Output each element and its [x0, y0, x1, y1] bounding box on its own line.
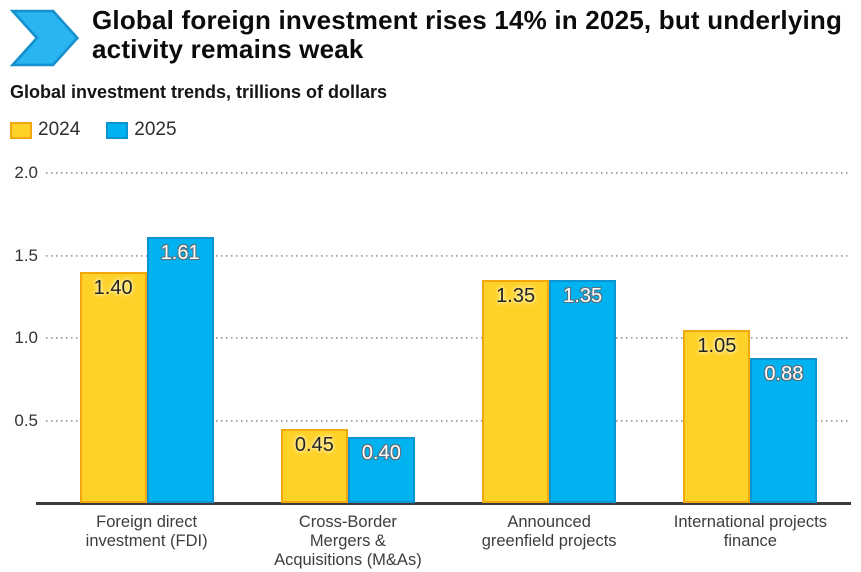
bar-2024-announced-greenfield: 1.35	[482, 280, 550, 503]
legend-label-2024: 2024	[38, 119, 81, 140]
category-label-line: Foreign direct	[96, 513, 198, 531]
category-label-line: Cross-Border	[298, 513, 397, 531]
bar-value-label: 1.40	[93, 277, 133, 299]
category-label-line: Acquisitions (M&As)	[274, 551, 422, 569]
legend-item-2024: 2024	[10, 119, 80, 141]
y-tick-label-1.0: 1.0	[14, 328, 38, 347]
chevron-arrow-icon	[10, 9, 80, 67]
legend-swatch-2025	[106, 121, 129, 139]
bar-chart: 0.5 1.0 1.5 2.0 1.40 0.45 1.35 1.05 1.61 0.40 1.35…	[10, 151, 851, 572]
legend-item-2025: 2025	[106, 119, 177, 141]
bar-value-label: 0.88	[764, 363, 804, 385]
category-label-line: International projects	[673, 513, 827, 531]
bar-2025-announced-greenfield: 1.35	[549, 280, 617, 503]
chart-subtitle: Global investment trends, trillions of d…	[10, 82, 388, 102]
bar-2024-foreign-direct: 1.40	[79, 272, 147, 503]
gridline-2.0	[46, 172, 849, 174]
bar-2025-foreign-direct: 1.61	[146, 237, 214, 503]
category-label-line: Announced	[507, 513, 591, 531]
legend: 2024 2025	[10, 119, 851, 141]
gridline-1.0	[46, 337, 849, 339]
bar-2024-cross-border-mergers: 0.45	[280, 429, 348, 503]
category-label-cross-border: Cross-Border Mergers & Acquisitions (M&As)	[247, 513, 448, 570]
legend-label-2025: 2025	[134, 119, 177, 140]
category-label-line: finance	[723, 532, 777, 550]
chart-title: Global foreign investment rises 14% in 2…	[92, 5, 843, 64]
x-axis-line	[36, 502, 851, 505]
bar-2025-international-projects: 0.88	[750, 358, 818, 503]
bar-2024-international-projects: 1.05	[683, 330, 751, 503]
gridline-1.5	[46, 254, 849, 257]
bar-value-label: 1.35	[563, 285, 603, 307]
category-label-line: investment (FDI)	[85, 532, 208, 550]
category-label-line: greenfield projects	[481, 532, 617, 550]
bar-2025-cross-border-mergers: 0.40	[347, 437, 415, 503]
category-label-foreign: Foreign direct investment (FDI)	[46, 513, 247, 551]
y-tick-label-0.5: 0.5	[14, 410, 38, 430]
bar-value-label: 0.40	[361, 442, 401, 464]
bar-value-label: 1.35	[496, 285, 536, 307]
bar-value-label: 1.05	[697, 335, 737, 357]
category-label-international: International projects finance	[650, 513, 851, 551]
bar-value-label: 1.61	[160, 242, 200, 264]
header: Global foreign investment rises 14% in 2…	[10, 6, 851, 68]
category-label-line: Mergers &	[309, 532, 386, 550]
category-label-announced: Announced greenfield projects	[449, 513, 650, 551]
y-tick-label-1.5: 1.5	[14, 245, 38, 265]
gridline-0.5	[46, 419, 849, 422]
legend-swatch-2024	[10, 121, 32, 139]
y-tick-label-2.0: 2.0	[14, 163, 38, 182]
bar-value-label: 0.45	[294, 434, 334, 456]
